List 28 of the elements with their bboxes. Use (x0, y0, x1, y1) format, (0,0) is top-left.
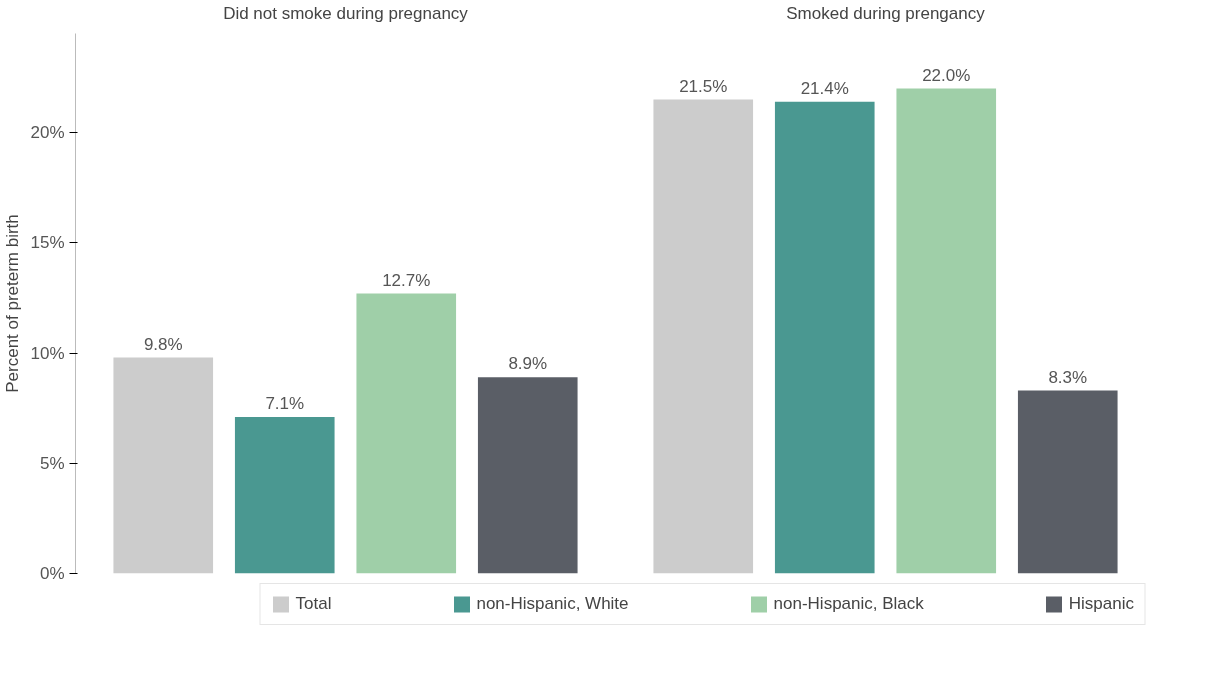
data-label: 21.4% (800, 78, 849, 98)
bar (774, 101, 875, 574)
legend-label: non-Hispanic, White (476, 594, 629, 614)
legend-label: non-Hispanic, Black (773, 594, 924, 614)
bar (234, 417, 335, 574)
bar (653, 99, 754, 574)
bar (477, 377, 578, 574)
y-tick-label: 10% (30, 343, 65, 363)
data-label: 9.8% (143, 334, 183, 354)
data-label: 8.9% (508, 354, 548, 374)
data-label: 21.5% (679, 76, 728, 96)
y-tick-label: 0% (39, 564, 65, 583)
legend-label: Total (295, 594, 332, 614)
bar (356, 293, 457, 574)
bar (896, 88, 997, 574)
data-label: 22.0% (922, 65, 971, 85)
bar (1017, 390, 1118, 574)
y-axis-title: Percent of preterm birth (3, 214, 23, 393)
data-label: 7.1% (265, 394, 305, 414)
x-tick-label: Did not smoke during pregnancy (223, 3, 469, 23)
bar (113, 357, 214, 574)
x-tick-label: Smoked during prengancy (786, 3, 986, 23)
y-tick-label: 5% (39, 453, 65, 473)
y-tick-label: 20% (30, 123, 65, 143)
legend-label: Hispanic (1068, 594, 1134, 614)
data-label: 8.3% (1048, 367, 1088, 387)
data-label: 12.7% (382, 270, 431, 290)
y-tick-label: 15% (30, 233, 65, 253)
